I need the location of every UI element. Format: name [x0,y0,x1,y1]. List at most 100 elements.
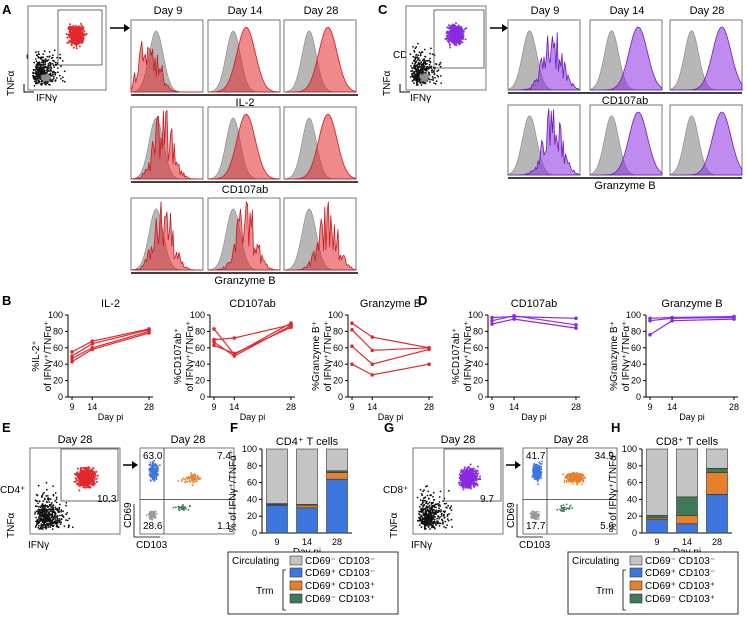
dot [58,521,61,524]
dot [53,515,56,518]
dot [470,481,473,483]
point-B1 [147,331,151,335]
dot [82,474,85,477]
dot [472,481,475,484]
dot [424,522,427,525]
dot [61,515,64,518]
histo-C-0-1 [589,19,663,91]
dot [419,488,422,491]
dot [33,80,36,83]
dot [424,496,427,499]
dot [430,65,433,68]
point-D1 [512,317,516,321]
dot [431,71,433,74]
dot [440,515,443,517]
dot [455,31,458,34]
dot [39,69,42,72]
dot [72,46,75,49]
dot [83,471,86,474]
dot [83,486,86,489]
dot [150,473,153,476]
dot [47,63,50,65]
dot [36,523,38,525]
dot [471,474,474,476]
ytick-label-B2: 60 [195,343,205,353]
dot [433,518,436,521]
dot [152,472,155,475]
dot [461,28,464,31]
dot [447,489,450,492]
dot [187,477,189,480]
histo-A-2-1-stain [208,201,281,271]
dot [75,39,78,41]
dot [460,36,463,39]
point-B3 [370,348,375,353]
dot [429,52,431,55]
dot [42,66,45,68]
dot [455,41,458,44]
dot [149,514,152,516]
axis-cd103-E: CD103 [136,540,168,551]
dot [466,477,469,480]
dot [422,79,425,82]
dot [409,76,412,78]
dot [431,53,434,56]
dot [433,72,436,75]
dot [52,485,54,487]
dot [76,25,78,28]
dot [35,493,38,496]
dot [58,506,61,509]
dot [96,474,99,477]
dot [469,463,472,466]
dot [72,42,75,44]
dot [446,524,448,526]
ylabel2-B1: of IFNγ⁺/TNFα⁺ [43,321,54,392]
dot [457,30,460,33]
dot [419,499,422,501]
dot [424,526,426,528]
dot [38,500,41,502]
dot [68,40,71,43]
dot [451,25,454,28]
histo-A-2-2 [283,197,357,271]
dot [430,78,432,81]
dot [415,60,418,63]
dot [77,28,80,30]
dot [457,26,459,29]
dot [51,63,54,65]
dot [182,477,185,480]
dot [429,60,432,63]
dot [65,513,67,516]
dot [441,518,443,521]
dot [183,506,186,509]
dot [468,476,471,479]
dot [40,515,43,518]
dot [79,35,81,38]
dot [468,482,471,485]
dot [85,481,88,484]
dot [538,461,541,464]
dot [422,70,425,73]
point-B3 [350,344,354,349]
dot [419,508,422,510]
dot [435,80,438,83]
dot [49,519,52,521]
dot [152,477,154,480]
dot [36,500,39,503]
dot [421,502,424,504]
dot [73,32,76,35]
dot [537,483,540,486]
scatter-G [412,447,504,535]
dot [467,486,470,488]
day-G-1: Day 28 [441,434,476,446]
dot [428,513,431,516]
dot [467,470,470,473]
dot [421,521,424,523]
dot [93,482,96,485]
dot [37,484,40,487]
dot [422,59,424,62]
dot [80,480,83,483]
dot [43,50,46,53]
dot [40,58,42,60]
xlabel-D2: Day pi [679,412,705,422]
